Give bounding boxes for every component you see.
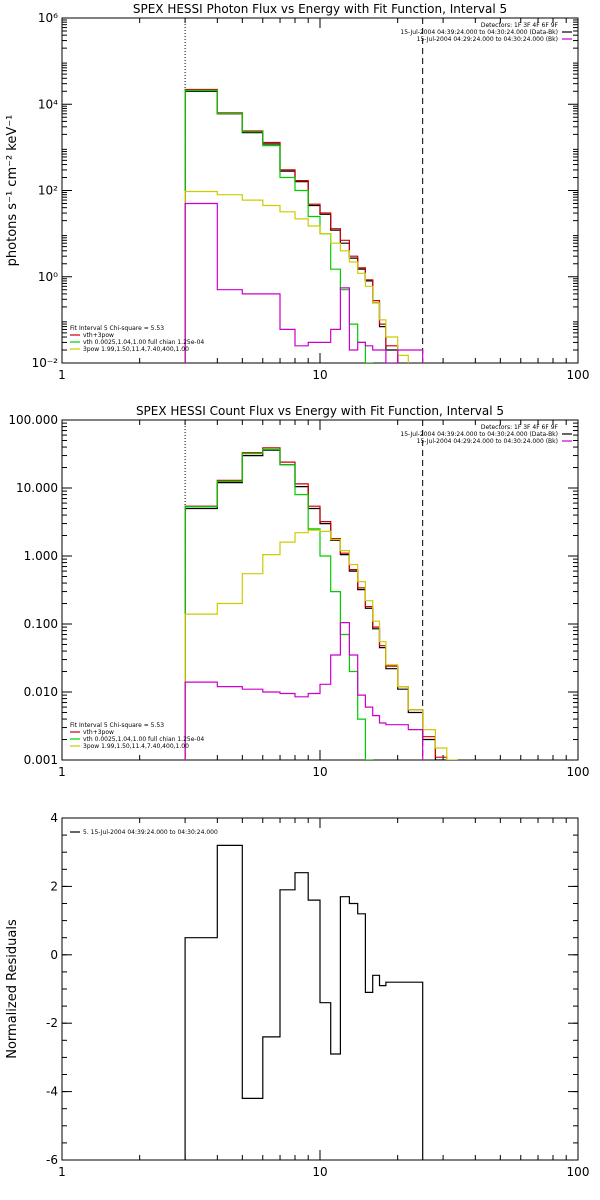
- y-tick-label: 0.010: [24, 685, 58, 699]
- series-3pow-line: [184, 529, 458, 760]
- x-tick-label: 1: [58, 368, 66, 382]
- series-group: [184, 447, 458, 760]
- y-tick-label: 0.001: [24, 753, 58, 767]
- plot-frame: [61, 419, 579, 761]
- residuals-series-line: [184, 844, 424, 1160]
- plot-frame: [61, 17, 579, 364]
- y-tick-label: 10²: [38, 184, 58, 198]
- legend-text: vth 0.0025,1.04,1.00 full chian 1.25e-04: [83, 736, 204, 743]
- chart-title: SPEX HESSI Count Flux vs Energy with Fit…: [136, 404, 504, 418]
- series-vth-3pow-line: [184, 88, 399, 363]
- legend-text: 3pow 1.99,1.50,11.4,7.40,400,1.00: [83, 743, 189, 750]
- legend-text: Fit Interval 5 Chi-square = 5.53: [70, 325, 164, 332]
- y-tick-label: 4: [50, 811, 58, 825]
- legend-text: vth+3pow: [83, 332, 114, 339]
- info-text: 15-Jul-2004 04:39:24.000 to 04:30:24.000…: [400, 431, 558, 438]
- y-tick-label: 10.000: [16, 481, 58, 495]
- y-tick-label: 10⁰: [38, 270, 58, 284]
- y-tick-label: -4: [46, 1085, 58, 1099]
- y-tick-label: -2: [46, 1016, 58, 1030]
- x-tick-label: 100: [567, 765, 590, 779]
- y-tick-label: 100.000: [8, 413, 58, 427]
- series-vth-line: [184, 89, 374, 363]
- count-flux-panel: SPEX HESSI Count Flux vs Energy with Fit…: [8, 404, 590, 779]
- y-tick-label: 0: [50, 948, 58, 962]
- info-text: 15-Jul-2004 04:29:24.000 to 04:30:24.000…: [417, 36, 558, 43]
- x-tick-label: 100: [567, 1165, 590, 1179]
- series-3pow-line: [184, 190, 409, 363]
- y-tick-label: 10⁴: [38, 97, 58, 111]
- x-tick-label: 100: [567, 368, 590, 382]
- x-tick-label: 10: [312, 765, 327, 779]
- info-text: Detectors: 1F 3F 4F 6F 9F: [481, 22, 559, 29]
- chart-title: SPEX HESSI Photon Flux vs Energy with Fi…: [133, 2, 507, 16]
- info-text: 15-Jul-2004 04:29:24.000 to 04:30:24.000…: [417, 438, 558, 445]
- x-tick-label: 1: [58, 1165, 66, 1179]
- y-axis-label: Normalized Residuals: [5, 919, 20, 1059]
- photon-flux-panel: SPEX HESSI Photon Flux vs Energy with Fi…: [5, 2, 590, 382]
- series-bk-line: [184, 622, 424, 760]
- y-tick-label: 10⁶: [38, 11, 58, 25]
- x-tick-label: 1: [58, 765, 66, 779]
- series-group: [184, 844, 424, 1160]
- x-tick-label: 10: [312, 1165, 327, 1179]
- legend-text: 5. 15-Jul-2004 04:39:24.000 to 04:30:24.…: [83, 829, 218, 836]
- legend-text: vth 0.0025,1.04,1.00 full chian 1.25e-04: [83, 339, 204, 346]
- y-tick-label: 0.100: [24, 617, 58, 631]
- info-text: Detectors: 1F 3F 4F 6F 9F: [481, 424, 559, 431]
- y-tick-label: 10⁻²: [32, 356, 59, 370]
- legend-text: Fit Interval 5 Chi-square = 5.53: [70, 722, 164, 729]
- legend-text: vth+3pow: [83, 729, 114, 736]
- series-bk-line: [184, 202, 424, 363]
- series-data-bk-line: [184, 449, 448, 760]
- y-tick-label: 1.000: [24, 549, 58, 563]
- y-axis-label: photons s⁻¹ cm⁻² keV⁻¹: [5, 115, 20, 267]
- legend-text: 3pow 1.99,1.50,11.4,7.40,400,1.00: [83, 346, 189, 353]
- info-text: 15-Jul-2004 04:39:24.000 to 04:30:24.000…: [400, 29, 558, 36]
- series-group: [184, 88, 424, 363]
- y-tick-label: -6: [46, 1153, 58, 1167]
- residuals-panel: Normalized Residuals 1 10 100 -6 -4 -2 0 2 4 5. 15…: [5, 811, 590, 1179]
- series-vth-line: [184, 448, 374, 760]
- x-tick-label: 10: [312, 368, 327, 382]
- y-tick-label: 2: [50, 879, 58, 893]
